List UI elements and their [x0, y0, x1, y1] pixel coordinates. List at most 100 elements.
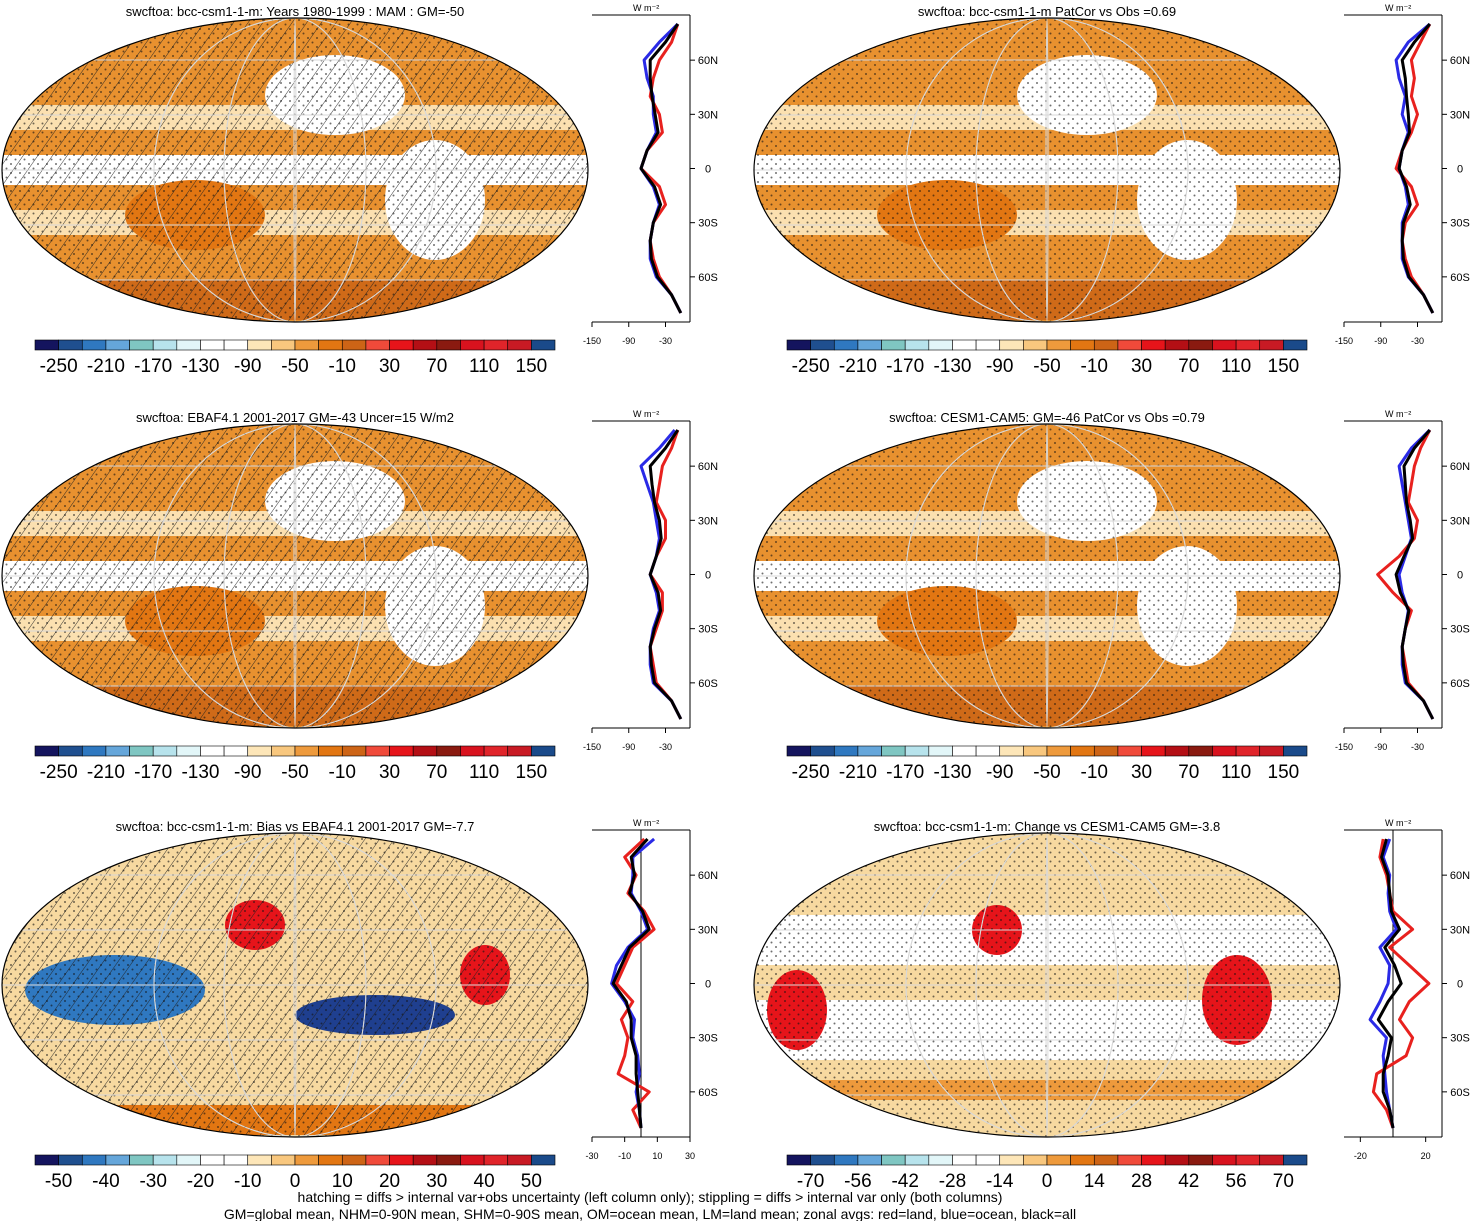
colorbar-swatch: [1093, 339, 1119, 351]
longitude-line: [905, 833, 1189, 1137]
map-field: [754, 833, 1340, 1137]
colorbar-swatch: [34, 745, 59, 757]
colorbar-swatch: [483, 339, 509, 351]
zonal-y-tick-label: 60N: [698, 461, 718, 473]
colorbar-swatch: [1023, 1154, 1048, 1166]
colorbar-label: 20: [379, 1171, 400, 1192]
colorbar-swatch: [176, 339, 201, 351]
stippling-overlay: [754, 18, 1340, 322]
map-border: [1, 832, 589, 1138]
map-field: [754, 18, 1340, 322]
colorbar-label: -70: [797, 1171, 824, 1192]
colorbar-label: -42: [891, 1171, 918, 1192]
colorbar-label: 56: [1226, 1171, 1247, 1192]
zonal-x-tick-label: -90: [622, 742, 635, 752]
zonal-y-tick-label: 60N: [698, 55, 718, 67]
colorbar-swatch: [294, 1154, 319, 1166]
colorbar-label: 0: [290, 1171, 301, 1192]
zonal-line-land: [1394, 23, 1435, 314]
zonal-y-tick-label: 0: [1457, 164, 1463, 176]
colorbar-swatch: [1235, 745, 1261, 757]
zonal-y-tick-label: 30S: [698, 218, 718, 230]
colorbar-label: -14: [986, 1171, 1014, 1192]
colorbar-swatch: [294, 339, 319, 351]
colorbar-swatch: [460, 1154, 485, 1166]
colorbar-swatch: [247, 339, 272, 351]
zonal-x-tick-label: -30: [1411, 336, 1424, 346]
colorbar-swatch: [1188, 745, 1213, 757]
colorbar-swatch: [58, 339, 83, 351]
colorbar-swatch: [341, 339, 367, 351]
zonal-y-tick-label: 60N: [1450, 55, 1470, 67]
colorbar-swatch: [341, 745, 367, 757]
colorbar-swatch: [223, 1154, 249, 1166]
colorbar-swatch: [507, 745, 532, 757]
zonal-y-tick-label: 0: [705, 979, 711, 991]
panel-0: swcftoa: bcc-csm1-1-m: Years 1980-1999 :…: [1, 3, 718, 377]
zonal-x-tick-label: -150: [583, 742, 601, 752]
colorbar-swatch: [928, 745, 953, 757]
colorbar-swatch: [1259, 745, 1284, 757]
colorbar-label: -10: [329, 356, 356, 377]
colorbar-label: 28: [1131, 1171, 1152, 1192]
colorbar-swatch: [129, 339, 154, 351]
zonal-unit-label: W m⁻²: [633, 409, 659, 419]
colorbar-swatch: [1164, 1154, 1190, 1166]
zonal-line-ocean: [1394, 22, 1435, 314]
colorbar-swatch: [389, 1154, 414, 1166]
zonal-x-tick-label: -90: [622, 336, 635, 346]
colorbar-swatch: [58, 1154, 83, 1166]
zonal-y-tick-label: 60S: [1450, 678, 1470, 690]
colorbar-swatch: [105, 1154, 130, 1166]
zonal-line-land: [1376, 429, 1435, 720]
longitude-line: [975, 424, 1119, 728]
colorbar-swatch: [247, 745, 272, 757]
colorbar-swatch: [857, 339, 882, 351]
colorbar-swatch: [999, 339, 1024, 351]
zonal-x-tick-label: 20: [1421, 1151, 1431, 1161]
colorbar-swatch: [1235, 1154, 1261, 1166]
longitude-line: [223, 424, 367, 728]
panel-3: swcftoa: CESM1-CAM5: GM=-46 PatCor vs Ob…: [753, 409, 1470, 783]
colorbar-swatch: [341, 1154, 367, 1166]
panel-title: swcftoa: bcc-csm1-1-m: Bias vs EBAF4.1 2…: [116, 819, 475, 834]
zonal-x-tick-label: 30: [685, 1151, 695, 1161]
zonal-y-tick-label: 30N: [1450, 109, 1470, 121]
colorbar-swatch: [412, 339, 438, 351]
longitude-line: [223, 833, 367, 1137]
colorbar-swatch: [1188, 339, 1213, 351]
colorbar-label: -170: [134, 762, 172, 783]
colorbar-label: 150: [516, 762, 548, 783]
stippling-overlay: [2, 833, 588, 1137]
colorbar-swatch: [1046, 339, 1071, 351]
colorbar-swatch: [1188, 1154, 1213, 1166]
colorbar-label: 30: [379, 356, 400, 377]
zonal-line-all: [1376, 838, 1403, 1129]
colorbar-swatch: [34, 339, 59, 351]
colorbar-swatch: [1070, 1154, 1095, 1166]
colorbar-swatch: [200, 339, 225, 351]
panel-title: swcftoa: bcc-csm1-1-m: Years 1980-1999 :…: [126, 4, 465, 19]
colorbar-swatch: [1070, 745, 1095, 757]
colorbar-label: -250: [40, 356, 78, 377]
colorbar-swatch: [531, 745, 556, 757]
map-border: [1, 423, 589, 729]
colorbar-label: -170: [886, 762, 924, 783]
colorbar-swatch: [460, 745, 485, 757]
colorbar-swatch: [105, 745, 130, 757]
longitude-line: [293, 424, 297, 728]
colorbar-swatch: [1259, 339, 1284, 351]
colorbar-swatch: [412, 745, 438, 757]
zonal-y-tick-label: 0: [1457, 979, 1463, 991]
colorbar-swatch: [952, 1154, 977, 1166]
panel-title: swcftoa: EBAF4.1 2001-2017 GM=-43 Uncer=…: [136, 410, 454, 425]
colorbar-swatch: [223, 745, 249, 757]
colorbar-swatch: [810, 339, 835, 351]
map-border: [753, 832, 1341, 1138]
zonal-x-tick-label: -10: [618, 1151, 631, 1161]
longitude-line: [905, 424, 1189, 728]
footnote-line-1: hatching = diffs > internal var+obs unce…: [298, 1189, 1003, 1205]
colorbar-swatch: [271, 745, 296, 757]
panel-5: swcftoa: bcc-csm1-1-m: Change vs CESM1-C…: [753, 818, 1470, 1192]
longitude-line: [905, 18, 1189, 322]
